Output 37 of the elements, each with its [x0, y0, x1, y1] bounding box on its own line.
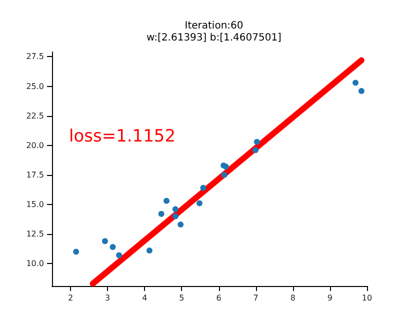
x-tick-label: 5 [179, 294, 184, 302]
x-tick-label: 10 [362, 294, 372, 302]
point [158, 210, 164, 217]
y-tick-label: 22.5 [26, 111, 44, 120]
point [110, 244, 116, 250]
point [164, 198, 170, 204]
x-tick-label: 8 [290, 294, 296, 302]
chart-title: Iteration:60 [184, 20, 244, 32]
x-tick-label: 7 [253, 294, 258, 302]
point [358, 88, 364, 94]
point [146, 248, 152, 254]
x-tick-label: 2 [68, 294, 74, 302]
point [196, 200, 202, 206]
y-tick-label: 25.0 [26, 82, 44, 91]
y-tick-label: 12.5 [26, 230, 44, 238]
point [73, 248, 80, 255]
point [352, 80, 359, 86]
x-tick-label: 4 [142, 294, 148, 302]
y-tick-label: 10.0 [26, 259, 44, 268]
point [172, 213, 178, 220]
point [102, 238, 108, 244]
point [254, 138, 260, 145]
point [221, 172, 228, 178]
y-tick-label: 27.5 [26, 52, 44, 62]
y-tick-label: 15.0 [26, 200, 44, 209]
y-tick-label: 17.5 [26, 170, 44, 180]
x-tick-label: 3 [105, 294, 110, 302]
point [116, 252, 122, 258]
point [172, 206, 178, 212]
point [178, 222, 184, 228]
x-tick-label: 9 [327, 294, 332, 302]
chart-subtitle: w:[2.61393] b:[1.4607501] [146, 32, 282, 44]
y-tick-label: 20.0 [26, 140, 44, 150]
point [252, 147, 258, 154]
point [200, 184, 206, 191]
x-tick-label: 6 [216, 294, 222, 302]
annotation: loss=1.1152 [69, 126, 176, 146]
